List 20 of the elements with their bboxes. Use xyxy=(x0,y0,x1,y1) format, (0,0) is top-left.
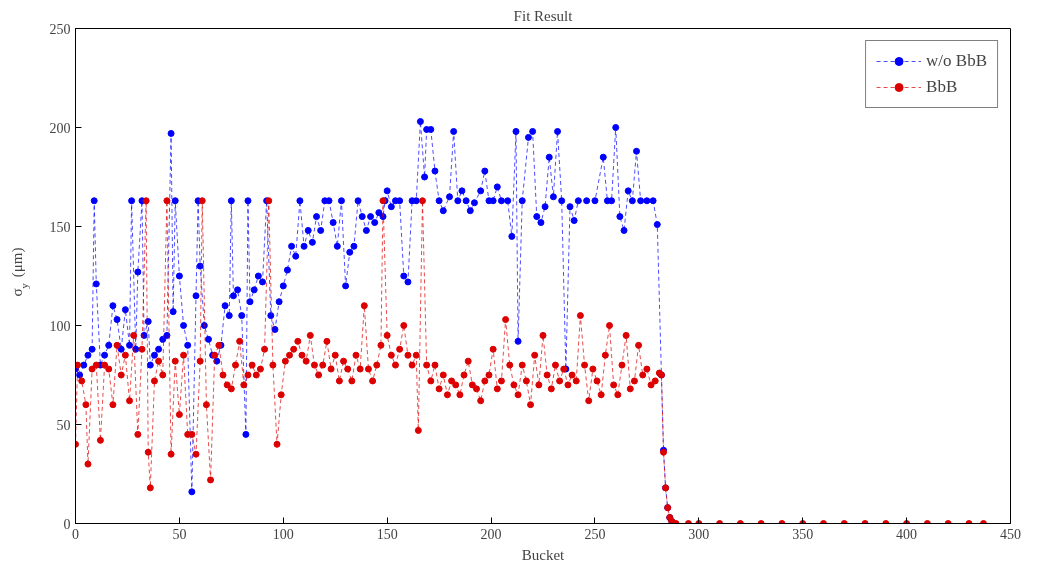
x-tick-label: 150 xyxy=(376,526,398,542)
x-tick-label: 200 xyxy=(480,526,502,542)
x-tick-label: 100 xyxy=(272,526,294,542)
y-tick-label: 200 xyxy=(49,120,71,136)
y-tick-label: 150 xyxy=(49,219,71,235)
x-tick-label: 50 xyxy=(172,526,187,542)
x-tick-label: 450 xyxy=(1000,526,1021,542)
legend-label: BbB xyxy=(926,77,958,97)
x-tick-label: 300 xyxy=(688,526,710,542)
x-tick-label: 350 xyxy=(792,526,814,542)
y-tick-label: 250 xyxy=(49,21,71,37)
x-tick-label: 400 xyxy=(896,526,918,542)
x-tick-label: 250 xyxy=(584,526,606,542)
chart-title: Fit Result xyxy=(513,7,574,24)
legend-label: w/o BbB xyxy=(926,51,987,71)
y-tick-label: 50 xyxy=(56,417,71,433)
y-tick-label: 0 xyxy=(63,516,71,532)
x-axis-title: Bucket xyxy=(521,546,566,563)
y-tick-label: 100 xyxy=(49,318,71,334)
y-axis-title: σy (μm) xyxy=(8,247,30,297)
